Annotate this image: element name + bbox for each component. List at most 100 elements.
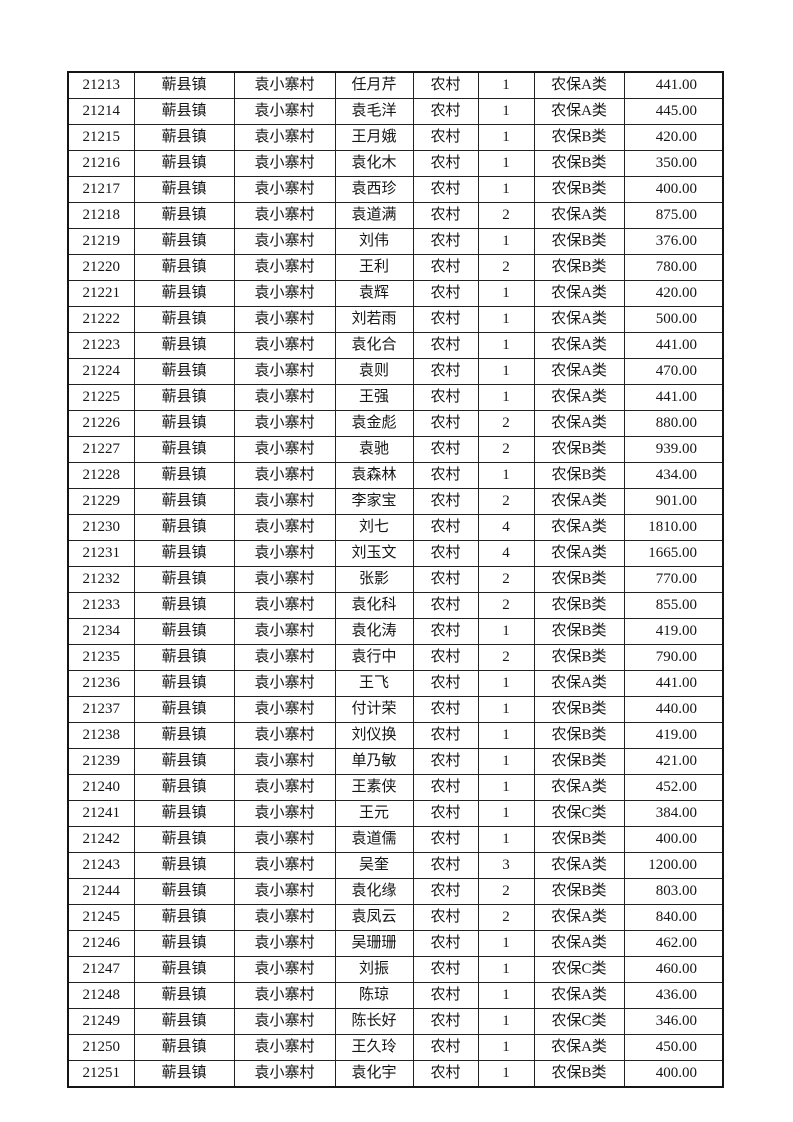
cell-residence-type: 农村 [412,436,479,463]
cell-person-count: 1 [477,826,535,853]
cell-village: 袁小寨村 [233,826,336,853]
cell-person-count: 2 [477,904,535,931]
cell-insurance-category: 农保B类 [533,878,625,905]
cell-amount: 1810.00 [623,514,724,541]
cell-amount: 460.00 [623,956,724,983]
cell-insurance-category: 农保B类 [533,462,625,489]
cell-serial-number: 21243 [67,852,135,879]
cell-insurance-category: 农保A类 [533,670,625,697]
cell-person-name: 张影 [334,566,414,593]
cell-serial-number: 21221 [67,280,135,307]
cell-person-name: 袁西珍 [334,176,414,203]
cell-insurance-category: 农保B类 [533,696,625,723]
cell-person-name: 袁化科 [334,592,414,619]
cell-person-count: 3 [477,852,535,879]
cell-town: 蕲县镇 [133,800,235,827]
cell-serial-number: 21217 [67,176,135,203]
cell-person-count: 1 [477,774,535,801]
cell-serial-number: 21220 [67,254,135,281]
cell-serial-number: 21245 [67,904,135,931]
cell-person-name: 付计荣 [334,696,414,723]
table-row: 21230 蕲县镇 袁小寨村 刘七 农村 4 农保A类 1810.00 [67,514,724,541]
table-row: 21251 蕲县镇 袁小寨村 袁化宇 农村 1 农保B类 400.00 [67,1060,724,1088]
cell-village: 袁小寨村 [233,514,336,541]
cell-village: 袁小寨村 [233,618,336,645]
cell-insurance-category: 农保B类 [533,722,625,749]
cell-person-count: 1 [477,306,535,333]
cell-person-name: 刘伟 [334,228,414,255]
cell-serial-number: 21236 [67,670,135,697]
table-row: 21247 蕲县镇 袁小寨村 刘振 农村 1 农保C类 460.00 [67,956,724,983]
cell-serial-number: 21216 [67,150,135,177]
cell-residence-type: 农村 [412,228,479,255]
cell-serial-number: 21219 [67,228,135,255]
cell-amount: 840.00 [623,904,724,931]
cell-amount: 384.00 [623,800,724,827]
cell-town: 蕲县镇 [133,1060,235,1088]
cell-residence-type: 农村 [412,644,479,671]
cell-amount: 420.00 [623,124,724,151]
cell-person-count: 2 [477,644,535,671]
table-row: 21242 蕲县镇 袁小寨村 袁道儒 农村 1 农保B类 400.00 [67,826,724,853]
cell-village: 袁小寨村 [233,904,336,931]
cell-person-name: 王久玲 [334,1034,414,1061]
cell-person-count: 1 [477,384,535,411]
cell-town: 蕲县镇 [133,254,235,281]
cell-amount: 770.00 [623,566,724,593]
cell-person-count: 1 [477,124,535,151]
cell-residence-type: 农村 [412,150,479,177]
cell-insurance-category: 农保A类 [533,410,625,437]
cell-person-count: 2 [477,566,535,593]
cell-serial-number: 21241 [67,800,135,827]
cell-person-name: 刘振 [334,956,414,983]
cell-serial-number: 21232 [67,566,135,593]
cell-village: 袁小寨村 [233,748,336,775]
cell-town: 蕲县镇 [133,410,235,437]
cell-insurance-category: 农保B类 [533,176,625,203]
cell-person-count: 1 [477,930,535,957]
cell-serial-number: 21248 [67,982,135,1009]
cell-person-name: 刘仪换 [334,722,414,749]
cell-town: 蕲县镇 [133,722,235,749]
table-row: 21231 蕲县镇 袁小寨村 刘玉文 农村 4 农保A类 1665.00 [67,540,724,567]
table-row: 21245 蕲县镇 袁小寨村 袁凤云 农村 2 农保A类 840.00 [67,904,724,931]
cell-village: 袁小寨村 [233,644,336,671]
cell-village: 袁小寨村 [233,930,336,957]
cell-serial-number: 21231 [67,540,135,567]
cell-serial-number: 21233 [67,592,135,619]
cell-village: 袁小寨村 [233,150,336,177]
cell-serial-number: 21246 [67,930,135,957]
cell-town: 蕲县镇 [133,930,235,957]
cell-amount: 803.00 [623,878,724,905]
cell-village: 袁小寨村 [233,254,336,281]
table-row: 21213 蕲县镇 袁小寨村 任月芹 农村 1 农保A类 441.00 [67,71,724,99]
cell-person-count: 1 [477,176,535,203]
cell-residence-type: 农村 [412,462,479,489]
cell-insurance-category: 农保B类 [533,1060,625,1088]
cell-person-count: 1 [477,332,535,359]
cell-insurance-category: 农保A类 [533,306,625,333]
cell-residence-type: 农村 [412,722,479,749]
cell-village: 袁小寨村 [233,540,336,567]
cell-residence-type: 农村 [412,306,479,333]
cell-insurance-category: 农保C类 [533,956,625,983]
table-row: 21224 蕲县镇 袁小寨村 袁则 农村 1 农保A类 470.00 [67,358,724,385]
cell-amount: 939.00 [623,436,724,463]
cell-village: 袁小寨村 [233,878,336,905]
cell-insurance-category: 农保C类 [533,1008,625,1035]
cell-insurance-category: 农保B类 [533,592,625,619]
cell-village: 袁小寨村 [233,956,336,983]
roster-table-body: 21213 蕲县镇 袁小寨村 任月芹 农村 1 农保A类 441.00 21214 蕲县镇 袁小寨村… [67,71,724,1088]
cell-residence-type: 农村 [412,852,479,879]
table-row: 21235 蕲县镇 袁小寨村 袁行中 农村 2 农保B类 790.00 [67,644,724,671]
cell-village: 袁小寨村 [233,176,336,203]
cell-serial-number: 21229 [67,488,135,515]
cell-residence-type: 农村 [412,124,479,151]
cell-town: 蕲县镇 [133,644,235,671]
cell-amount: 440.00 [623,696,724,723]
table-row: 21229 蕲县镇 袁小寨村 李家宝 农村 2 农保A类 901.00 [67,488,724,515]
cell-person-name: 王素侠 [334,774,414,801]
cell-town: 蕲县镇 [133,436,235,463]
cell-residence-type: 农村 [412,930,479,957]
cell-person-count: 1 [477,800,535,827]
